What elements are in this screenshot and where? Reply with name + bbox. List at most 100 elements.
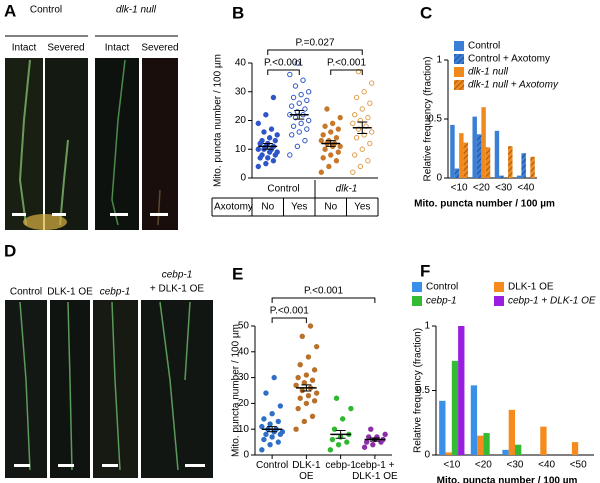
data-point [302, 137, 308, 144]
image-label: Intact [12, 43, 37, 54]
data-point [298, 91, 304, 98]
x-tick-label: <30 [507, 460, 524, 471]
y-tick-label: 10 [235, 144, 247, 155]
data-point [357, 117, 364, 124]
panel-label: E [232, 264, 243, 283]
data-point [351, 152, 358, 158]
data-point [327, 447, 334, 453]
data-point [295, 405, 301, 412]
data-point [322, 146, 328, 152]
x-tick-label: No [324, 202, 337, 213]
y-tick-label: 20 [238, 398, 250, 409]
bar [459, 133, 464, 178]
bar [472, 116, 477, 178]
y-tick-label: 0.5 [416, 385, 430, 396]
bar [450, 124, 455, 178]
legend-label: Control [426, 282, 458, 293]
data-point [305, 354, 312, 360]
bar [571, 442, 579, 455]
significance-bracket [330, 69, 363, 75]
data-point [322, 123, 328, 129]
data-point [326, 163, 332, 170]
data-point [309, 377, 316, 383]
bar [540, 426, 547, 455]
data-point [370, 441, 376, 448]
data-point [353, 135, 360, 141]
data-point [311, 367, 318, 373]
x-tick-label: <10 [443, 460, 460, 471]
data-point [267, 421, 273, 427]
data-point [337, 143, 343, 150]
error-bar [357, 121, 368, 134]
data-point [271, 374, 277, 381]
y-tick-label: 40 [235, 58, 247, 69]
data-point [333, 395, 340, 401]
micrograph-group [5, 300, 213, 478]
annotation: P.=0.027 [295, 38, 334, 49]
image-label: cebp-1 [100, 287, 131, 298]
data-point [299, 333, 305, 340]
data-point [361, 89, 367, 95]
data-point [296, 100, 302, 106]
data-point [293, 426, 299, 432]
data-point [290, 123, 297, 129]
data-point [293, 382, 299, 389]
data-point [259, 152, 265, 158]
legend-swatch [412, 296, 422, 306]
micrograph-group [5, 35, 178, 230]
data-point [324, 106, 330, 112]
data-point [306, 89, 312, 95]
data-point [263, 431, 269, 438]
panel-label: D [4, 241, 16, 260]
data-point [294, 60, 301, 66]
legend-label: Control [468, 41, 500, 52]
x-tick-label: <40 [517, 183, 534, 194]
significance-bracket [267, 69, 300, 75]
legend-label: cebp-1 + DLK-1 OE [508, 296, 596, 307]
y-tick-label: 40 [238, 346, 250, 357]
x-tick-label: No [261, 202, 274, 213]
data-point [268, 126, 275, 132]
data-point [269, 434, 275, 440]
bar [508, 146, 513, 178]
data-point [270, 94, 277, 101]
data-point [355, 126, 362, 132]
bar [494, 130, 500, 178]
legend-label: dlk-1 null + Axotomy [468, 80, 559, 91]
x-axis-label: Mito. puncta number / 100 µm [414, 199, 555, 210]
y-tick-label: 1 [436, 55, 442, 66]
error-bar [301, 384, 312, 392]
data-point [272, 137, 279, 144]
x-tick-label: cebp-1 [325, 460, 356, 471]
data-point [301, 380, 308, 386]
error-bar [267, 426, 278, 433]
legend-label: dlk-1 null [468, 67, 509, 78]
bar [477, 435, 484, 455]
legend-swatch [454, 80, 464, 90]
data-point [266, 135, 273, 141]
data-point [361, 444, 368, 450]
data-point [335, 126, 342, 132]
y-tick-label: 0 [243, 450, 249, 461]
annotation: P.<0.001 [327, 58, 366, 69]
data-point [313, 390, 320, 396]
data-point [318, 137, 324, 144]
y-axis-label: Relative frequency (fraction) [413, 328, 424, 453]
error-bar [262, 143, 273, 150]
data-point [320, 132, 326, 138]
y-axis-label: Mito. puncta number / 100 µm [231, 324, 242, 457]
data-point [263, 112, 269, 118]
data-point [350, 120, 356, 127]
data-point [303, 372, 310, 378]
y-tick-label: 1 [424, 321, 430, 332]
bar [508, 409, 515, 455]
bar [454, 168, 460, 178]
bar [485, 147, 491, 178]
table-group-label: dlk-1 [336, 184, 358, 195]
data-point [292, 83, 299, 89]
data-point [297, 362, 303, 368]
error-bar [294, 109, 305, 120]
panel-label: F [420, 261, 430, 280]
